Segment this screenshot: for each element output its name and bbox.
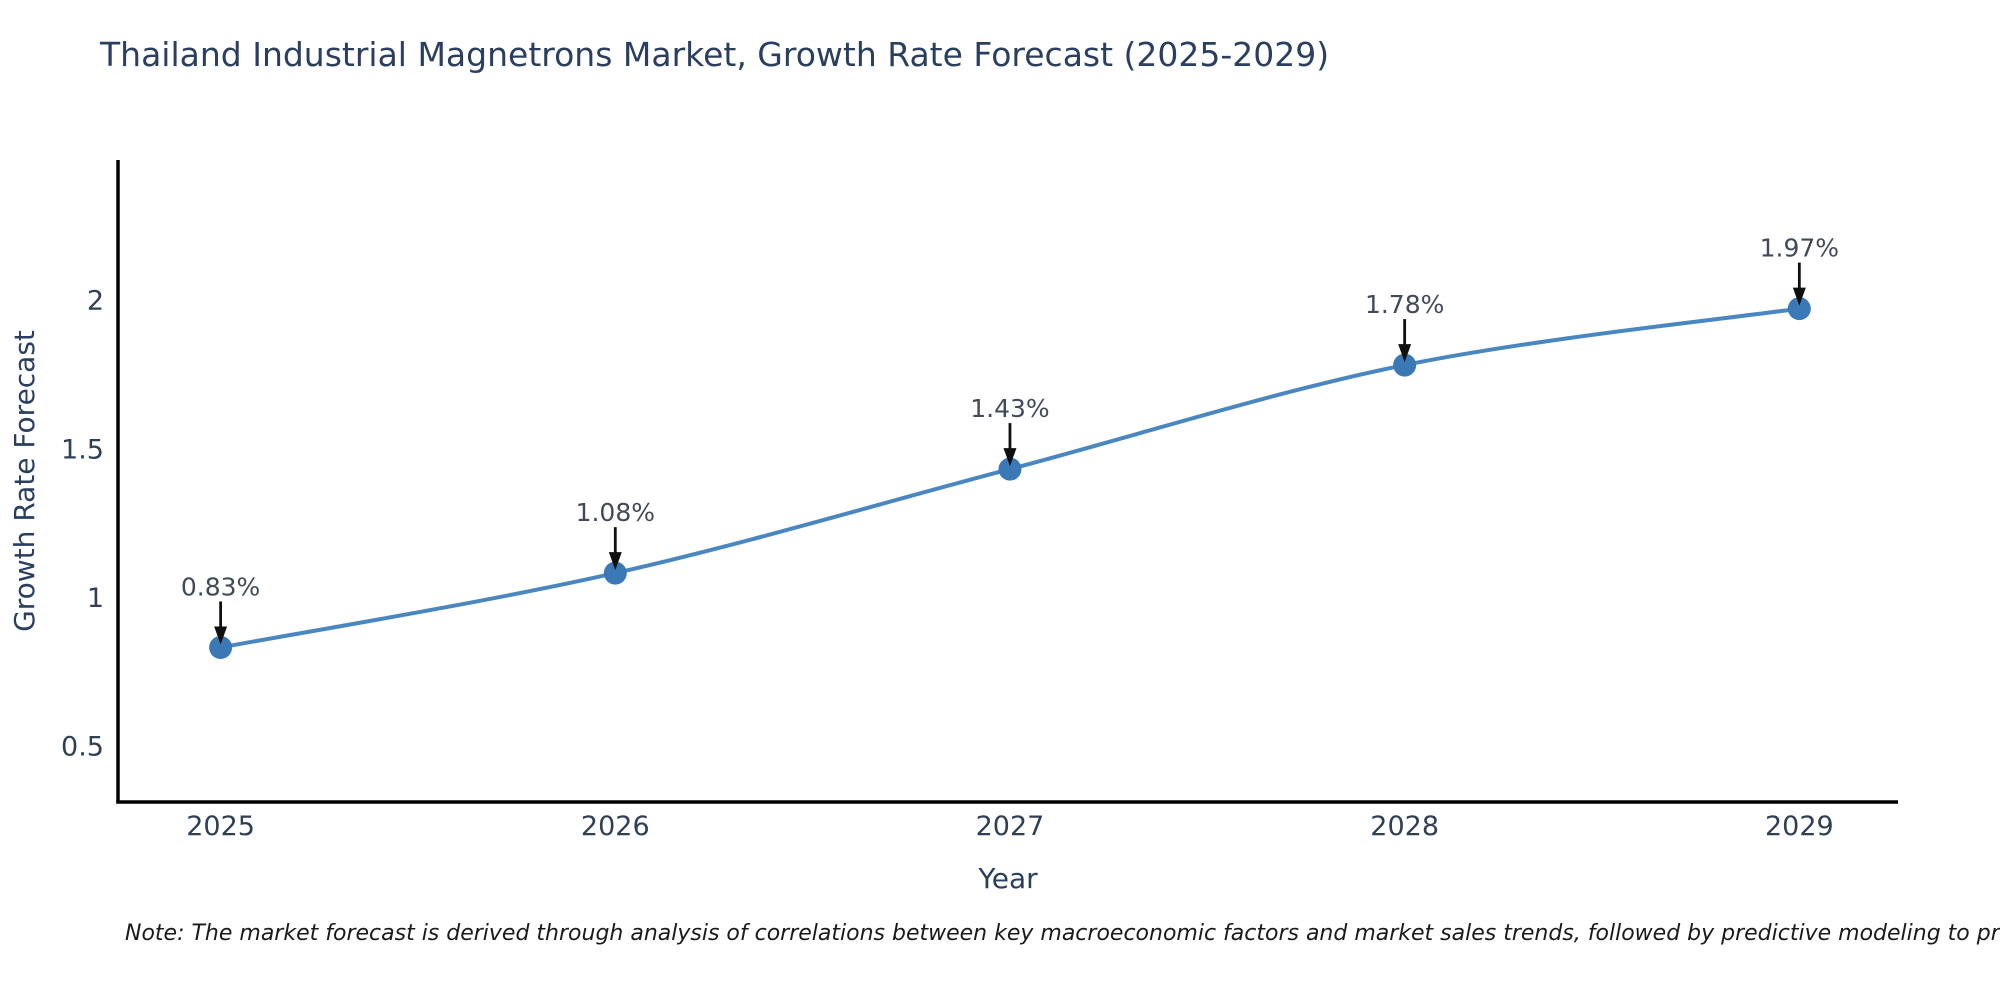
data-point-label: 1.97% xyxy=(1760,234,1839,263)
x-axis-title: Year xyxy=(977,862,1038,895)
x-tick-label: 2028 xyxy=(1370,811,1439,842)
x-axis-tick-labels: 2025 2026 2027 2028 2029 xyxy=(186,811,1833,842)
data-point-marker xyxy=(209,635,233,659)
line-series xyxy=(209,297,1811,659)
y-axis-tick-labels: 0.5 1 1.5 2 xyxy=(61,286,104,763)
data-point-label: 1.08% xyxy=(576,498,655,527)
y-tick-label: 1.5 xyxy=(61,434,104,465)
data-point-marker xyxy=(998,457,1022,481)
data-point-marker xyxy=(1787,297,1811,321)
x-tick-label: 2025 xyxy=(186,811,255,842)
data-point-marker xyxy=(603,561,627,585)
annotation-arrowhead xyxy=(1398,344,1412,363)
x-tick-label: 2027 xyxy=(976,811,1045,842)
chart-title: Thailand Industrial Magnetrons Market, G… xyxy=(99,35,1329,74)
x-tick-label: 2029 xyxy=(1765,811,1834,842)
y-tick-label: 1 xyxy=(87,583,104,614)
data-point-label: 0.83% xyxy=(181,572,260,601)
annotation-arrowhead xyxy=(214,626,228,645)
y-tick-label: 2 xyxy=(87,286,104,317)
annotation-arrowhead xyxy=(1003,448,1017,467)
annotation-arrowhead xyxy=(1792,287,1806,306)
annotation-arrowhead xyxy=(608,552,622,571)
data-point-marker xyxy=(1393,353,1417,377)
x-tick-label: 2026 xyxy=(581,811,650,842)
y-axis-title: Growth Rate Forecast xyxy=(8,330,41,632)
data-point-label: 1.43% xyxy=(970,394,1049,423)
point-annotations: 0.83% 1.08% 1.43% 1.78% 1.97% xyxy=(181,234,1839,645)
footnote: Note: The market forecast is derived thr… xyxy=(125,921,2000,946)
y-tick-label: 0.5 xyxy=(61,732,104,763)
data-point-label: 1.78% xyxy=(1365,290,1444,319)
